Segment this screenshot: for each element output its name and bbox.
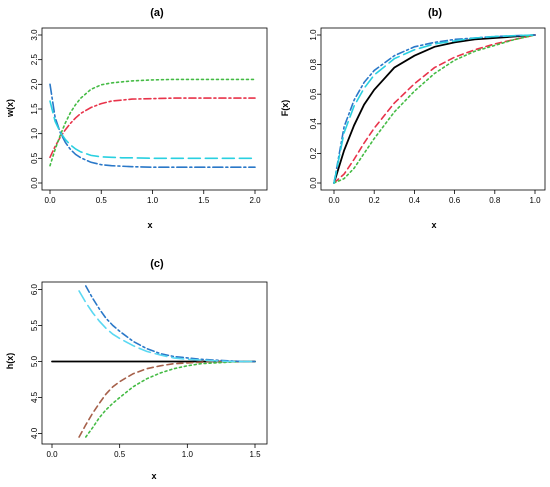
y-tick-label: 2.5 [30, 54, 39, 66]
y-tick-label: 0.0 [30, 177, 39, 189]
series-line-5 [333, 34, 536, 184]
series-line-3 [333, 34, 536, 184]
x-tick-label: 1.5 [198, 196, 210, 205]
panel-a-plot-box [41, 27, 268, 191]
series-line-4 [333, 34, 536, 184]
series-line-2 [49, 78, 256, 167]
panel-c-title: (c) [150, 258, 164, 270]
series-line-2 [333, 34, 536, 184]
series-line-4 [85, 285, 256, 363]
panel-c-lines [51, 285, 256, 438]
x-tick-label: 0.8 [489, 196, 501, 205]
y-tick-label: 1.0 [309, 29, 318, 41]
series-line-3 [85, 360, 256, 438]
panel-a-title: (a) [150, 7, 164, 19]
x-tick-label: 2.0 [249, 196, 261, 205]
panel-a-ylabel: w(x) [5, 99, 15, 118]
y-tick-label: 0.4 [309, 118, 318, 130]
y-tick-label: 0.5 [30, 152, 39, 164]
y-tick-label: 5.0 [30, 355, 39, 367]
y-tick-label: 0.6 [309, 88, 318, 100]
series-line-2 [78, 360, 256, 438]
panel-a-xlabel: x [147, 220, 152, 230]
x-tick-label: 1.0 [529, 196, 541, 205]
y-tick-label: 0.0 [309, 177, 318, 189]
panel-c-plot-box [41, 281, 268, 445]
series-line-1 [333, 34, 536, 184]
panel-a-lines [49, 78, 256, 168]
x-tick-label: 0.0 [44, 196, 56, 205]
panel-a: (a) w(x) x 0.0 0.5 1.0 1.5 2.0 0.0 0.5 1.0 1.5 2.… [5, 7, 268, 230]
y-tick-label: 4.5 [30, 391, 39, 403]
panel-c: (c) h(x) x 0.0 0.5 1.0 1.5 4.0 4.5 5.0 5.5 6.0 [5, 258, 268, 481]
y-tick-label: 6.0 [30, 283, 39, 295]
panel-c-ylabel: h(x) [5, 353, 15, 370]
x-tick-label: 0.0 [46, 450, 58, 459]
panel-b-ylabel: F(x) [280, 100, 290, 117]
series-line-5 [78, 290, 256, 363]
y-tick-label: 5.5 [30, 319, 39, 331]
panel-b-lines [333, 34, 536, 184]
panel-b: (b) F(x) x 0.0 0.2 0.4 0.6 0.8 1.00.00.20.40.… [280, 7, 546, 230]
y-tick-label: 1.5 [30, 103, 39, 115]
x-tick-label: 0.4 [409, 196, 421, 205]
panel-a-ticks: 0.0 0.5 1.0 1.5 2.0 0.0 0.5 1.0 1.5 2.0 2.5 3.0 [30, 29, 261, 205]
series-line-3 [49, 83, 256, 168]
x-tick-label: 0.5 [96, 196, 108, 205]
y-tick-label: 3.0 [30, 29, 39, 41]
y-tick-label: 0.2 [309, 147, 318, 159]
series-line-4 [49, 100, 256, 160]
panel-b-plot-box [320, 27, 546, 191]
panel-c-xlabel: x [151, 471, 156, 481]
y-tick-label: 0.8 [309, 58, 318, 70]
panel-c-ticks: 0.0 0.5 1.0 1.5 4.0 4.5 5.0 5.5 6.0 [30, 283, 261, 459]
y-tick-label: 1.0 [30, 128, 39, 140]
x-tick-label: 1.0 [182, 450, 194, 459]
x-tick-label: 0.2 [369, 196, 381, 205]
series-line-1 [49, 97, 256, 159]
x-tick-label: 0.5 [114, 450, 126, 459]
y-tick-label: 4.0 [30, 427, 39, 439]
x-tick-label: 1.0 [147, 196, 159, 205]
x-tick-label: 0.6 [449, 196, 461, 205]
panel-b-xlabel: x [431, 220, 436, 230]
y-tick-label: 2.0 [30, 78, 39, 90]
x-tick-label: 0.0 [328, 196, 340, 205]
panel-b-ticks: 0.0 0.2 0.4 0.6 0.8 1.0 0.0 0.2 0.4 0.6 0.8 1.0 [309, 29, 541, 205]
x-tick-label: 1.5 [249, 450, 261, 459]
panel-b-title: (b) [428, 7, 442, 19]
